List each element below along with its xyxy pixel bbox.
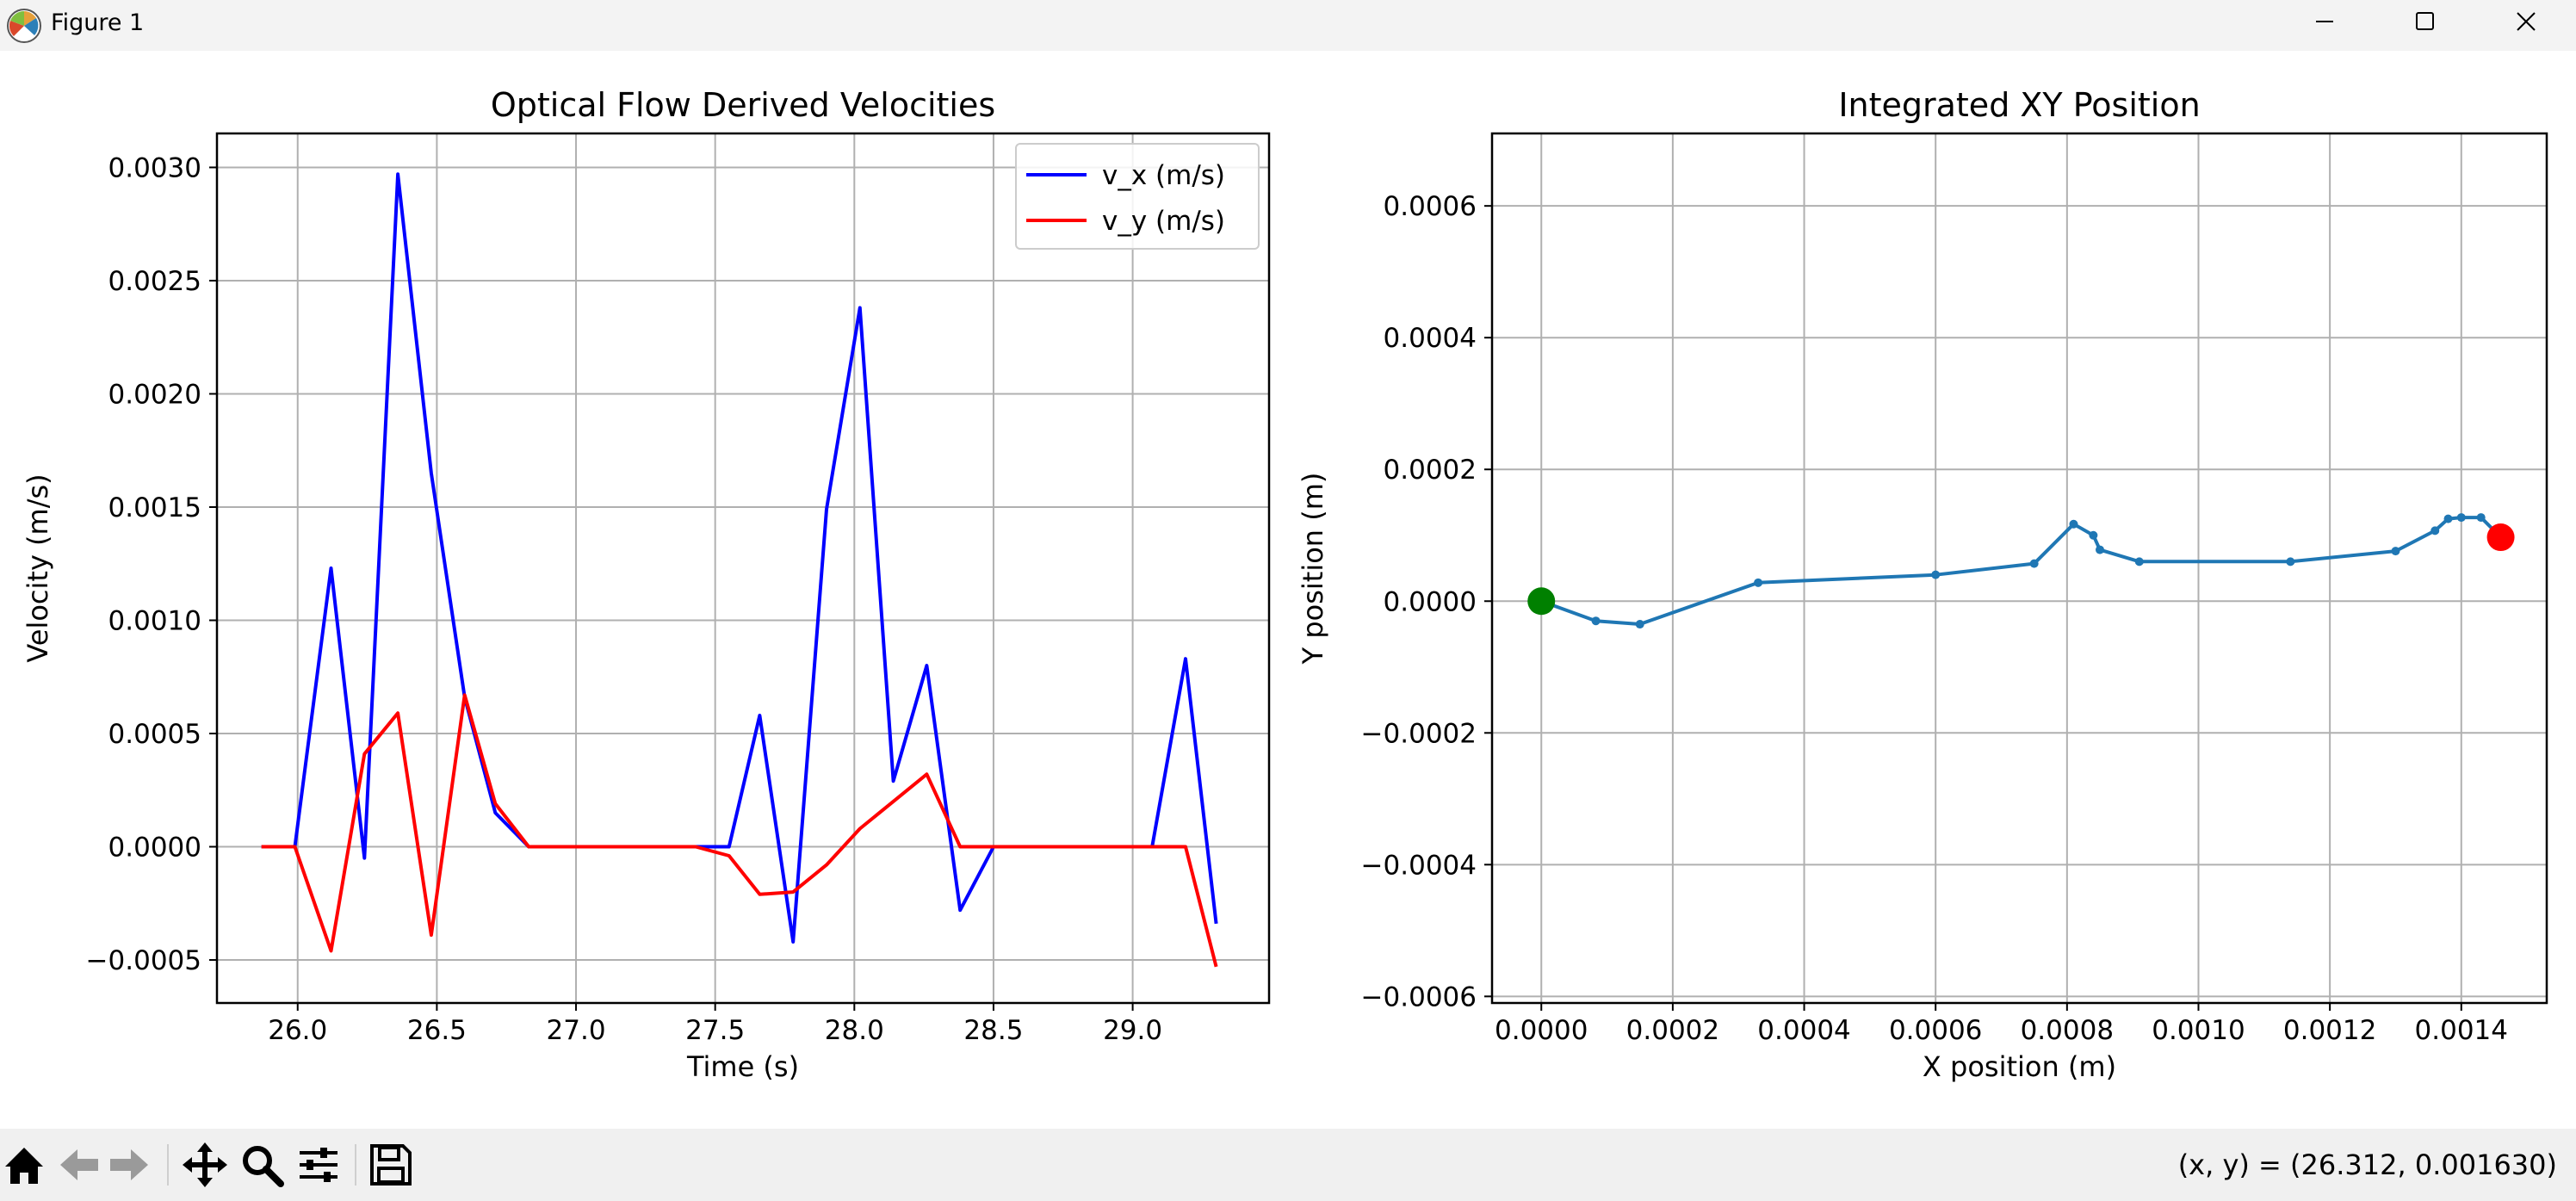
velocity-x-tick-label: 27.0 xyxy=(547,1015,606,1046)
velocity-y-tick-label: 0.0030 xyxy=(108,152,201,183)
velocity-series-line-0 xyxy=(261,172,1218,944)
velocity-x-tick-label: 29.0 xyxy=(1103,1015,1162,1046)
position-x-tick-label: 0.0006 xyxy=(1889,1015,1982,1046)
position-y-tick-label: −0.0002 xyxy=(1361,718,1477,749)
velocity-y-tick-label: 0.0000 xyxy=(108,833,201,864)
back-button[interactable] xyxy=(55,1141,103,1189)
velocity-x-tick-label: 26.0 xyxy=(268,1015,327,1046)
configure-subplots-button[interactable] xyxy=(294,1141,343,1189)
position-y-tick-label: 0.0006 xyxy=(1384,191,1477,222)
matplotlib-app-icon[interactable] xyxy=(5,7,43,45)
position-point xyxy=(1635,620,1644,629)
position-point xyxy=(2456,513,2466,523)
position-point xyxy=(2089,530,2098,540)
position-point xyxy=(2134,557,2144,566)
pan-button[interactable] xyxy=(181,1141,229,1189)
position-point xyxy=(1931,570,1941,579)
maximize-button[interactable] xyxy=(2374,0,2475,51)
position-point xyxy=(1754,578,1763,587)
title-bar: Figure 1 xyxy=(0,0,2576,51)
zoom-button[interactable] xyxy=(238,1141,286,1189)
velocity-y-tick-label: 0.0015 xyxy=(108,492,201,523)
position-x-tick-label: 0.0004 xyxy=(1757,1015,1850,1046)
window-title: Figure 1 xyxy=(51,9,145,36)
position-x-tick-label: 0.0002 xyxy=(1626,1015,1719,1046)
start-marker xyxy=(1527,587,1556,616)
velocity-axes-frame xyxy=(215,132,1271,1005)
forward-button[interactable] xyxy=(105,1141,153,1189)
position-point xyxy=(1591,616,1601,626)
velocity-chart-title: Optical Flow Derived Velocities xyxy=(491,86,995,124)
velocity-x-tick-label: 26.5 xyxy=(407,1015,467,1046)
cursor-coordinates: (x, y) = (26.312, 0.001630) xyxy=(2177,1148,2557,1181)
configure-subplots-icon xyxy=(300,1148,337,1182)
velocity-x-tick-label: 28.0 xyxy=(825,1015,884,1046)
legend-label: v_y (m/s) xyxy=(1102,206,1225,237)
position-y-tick-label: −0.0004 xyxy=(1361,850,1477,881)
back-arrow-icon xyxy=(60,1149,98,1180)
position-point xyxy=(2430,526,2440,535)
position-y-tick-label: 0.0000 xyxy=(1384,586,1477,617)
save-icon xyxy=(370,1144,412,1186)
toolbar-separator xyxy=(167,1144,169,1186)
position-point xyxy=(2286,557,2295,566)
zoom-icon xyxy=(243,1146,284,1187)
position-point xyxy=(2095,545,2104,554)
maximize-icon xyxy=(2416,12,2434,30)
position-point xyxy=(2391,547,2400,556)
close-icon xyxy=(2517,12,2536,31)
position-series-line-0 xyxy=(1540,516,2503,626)
figure-svg: 26.0 26.5 27.0 27.5 28.0 28.5 29.0 −0.0005 0.000… xyxy=(22,86,2548,1083)
velocity-x-axis-label: Time (s) xyxy=(686,1050,799,1083)
position-point xyxy=(2443,514,2453,523)
velocity-y-tick-label: 0.0005 xyxy=(108,719,201,750)
position-point xyxy=(2476,513,2486,523)
velocity-y-tick-label: −0.0005 xyxy=(86,945,201,976)
forward-arrow-icon xyxy=(110,1149,148,1180)
figure-canvas[interactable]: 26.0 26.5 27.0 27.5 28.0 28.5 29.0 −0.0005 0.000… xyxy=(0,51,2576,1129)
minimize-button[interactable] xyxy=(2274,0,2375,51)
navigation-toolbar: (x, y) = (26.312, 0.001630) xyxy=(0,1129,2576,1201)
position-x-tick-label: 0.0010 xyxy=(2152,1015,2245,1046)
position-x-tick-label: 0.0014 xyxy=(2415,1015,2508,1046)
position-point xyxy=(2029,559,2039,568)
home-icon xyxy=(5,1148,43,1184)
velocity-x-tick-label: 28.5 xyxy=(963,1015,1023,1046)
legend-label: v_x (m/s) xyxy=(1102,160,1225,191)
position-x-axis-label: X position (m) xyxy=(1923,1050,2116,1083)
position-axes: 0.0000 0.0002 0.0004 0.0006 0.0008 0.0010 0.00… xyxy=(1297,86,2548,1083)
position-y-tick-label: 0.0002 xyxy=(1384,455,1477,486)
toolbar-separator xyxy=(355,1144,356,1186)
position-y-axis-label: Y position (m) xyxy=(1297,473,1329,666)
velocity-y-tick-label: 0.0020 xyxy=(108,379,201,410)
end-marker xyxy=(2486,523,2515,552)
velocity-y-axis-label: Velocity (m/s) xyxy=(22,474,54,662)
minimize-icon xyxy=(2316,21,2333,22)
pan-icon xyxy=(183,1142,227,1187)
position-y-tick-label: −0.0006 xyxy=(1361,981,1477,1012)
velocity-axes: 26.0 26.5 27.0 27.5 28.0 28.5 29.0 −0.0005 0.000… xyxy=(22,86,1271,1083)
chart-legend xyxy=(1015,143,1260,250)
save-button[interactable] xyxy=(367,1141,415,1189)
close-button[interactable] xyxy=(2474,0,2576,51)
velocity-series-line-1 xyxy=(261,693,1218,968)
position-point xyxy=(2069,519,2078,529)
velocity-y-tick-label: 0.0025 xyxy=(108,266,201,297)
position-y-tick-label: 0.0004 xyxy=(1384,323,1477,354)
position-chart-title: Integrated XY Position xyxy=(1838,86,2200,124)
velocity-x-tick-label: 27.5 xyxy=(685,1015,745,1046)
velocity-y-tick-label: 0.0010 xyxy=(108,605,201,636)
position-x-tick-label: 0.0008 xyxy=(2021,1015,2114,1046)
home-button[interactable] xyxy=(0,1141,48,1189)
position-x-tick-label: 0.0012 xyxy=(2283,1015,2376,1046)
position-axes-frame xyxy=(1490,132,2548,1005)
position-x-tick-label: 0.0000 xyxy=(1495,1015,1588,1046)
